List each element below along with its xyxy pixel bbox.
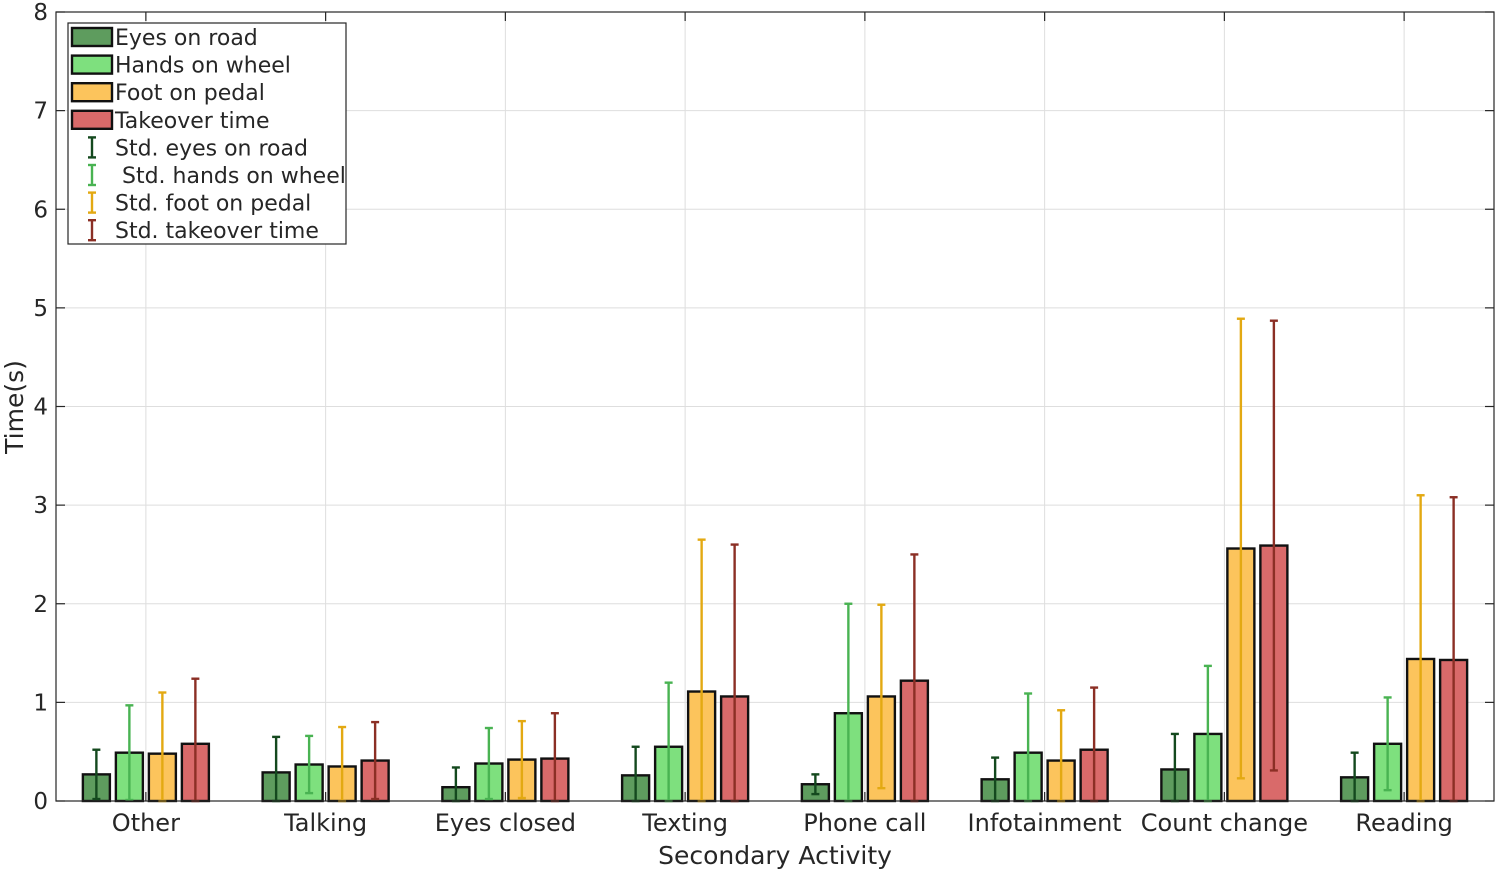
legend-swatch xyxy=(70,26,114,48)
y-tick-label: 6 xyxy=(33,197,48,223)
legend-label: Hands on wheel xyxy=(115,54,291,79)
x-category-label: Count change xyxy=(1141,809,1308,837)
x-category-label: Infotainment xyxy=(968,809,1122,837)
y-tick-label: 2 xyxy=(33,592,48,618)
legend-swatch xyxy=(70,109,114,131)
legend-box xyxy=(67,22,347,245)
legend-std-label: Std. foot on pedal xyxy=(115,192,311,217)
error-bars-layer xyxy=(92,317,1458,803)
y-tick-label: 4 xyxy=(33,395,48,421)
x-category-label: Texting xyxy=(641,809,728,837)
y-tick-label: 8 xyxy=(33,0,48,26)
y-tick-label: 1 xyxy=(33,690,48,716)
legend-label: Foot on pedal xyxy=(115,81,265,106)
legend-label: Takeover time xyxy=(114,109,270,134)
x-category-label: Reading xyxy=(1355,809,1452,837)
legend-std-label: Std. eyes on road xyxy=(115,136,308,161)
legend-swatch xyxy=(70,54,114,75)
x-category-label: Phone call xyxy=(803,809,926,837)
legend-label: Eyes on road xyxy=(115,26,258,51)
x-axis-title: Secondary Activity xyxy=(658,841,892,870)
y-tick-label: 7 xyxy=(33,99,48,125)
y-axis-title: Time(s) xyxy=(0,360,29,455)
bars-layer xyxy=(81,544,1469,803)
y-tick-label: 5 xyxy=(33,296,48,322)
y-tick-label: 0 xyxy=(33,789,48,815)
x-category-label: Other xyxy=(112,809,180,837)
legend-std-label: Std. takeover time xyxy=(115,219,319,244)
y-tick-label: 3 xyxy=(33,493,48,519)
legend-swatch xyxy=(70,81,114,103)
legend-std-label: Std. hands on wheel xyxy=(115,164,346,189)
x-category-label: Talking xyxy=(283,809,367,837)
x-category-label: Eyes closed xyxy=(435,809,576,837)
axis-layer: 0 1 2 3 4 5 6 7 8 Other Talking Eyes closed Texting P… xyxy=(33,0,1494,837)
